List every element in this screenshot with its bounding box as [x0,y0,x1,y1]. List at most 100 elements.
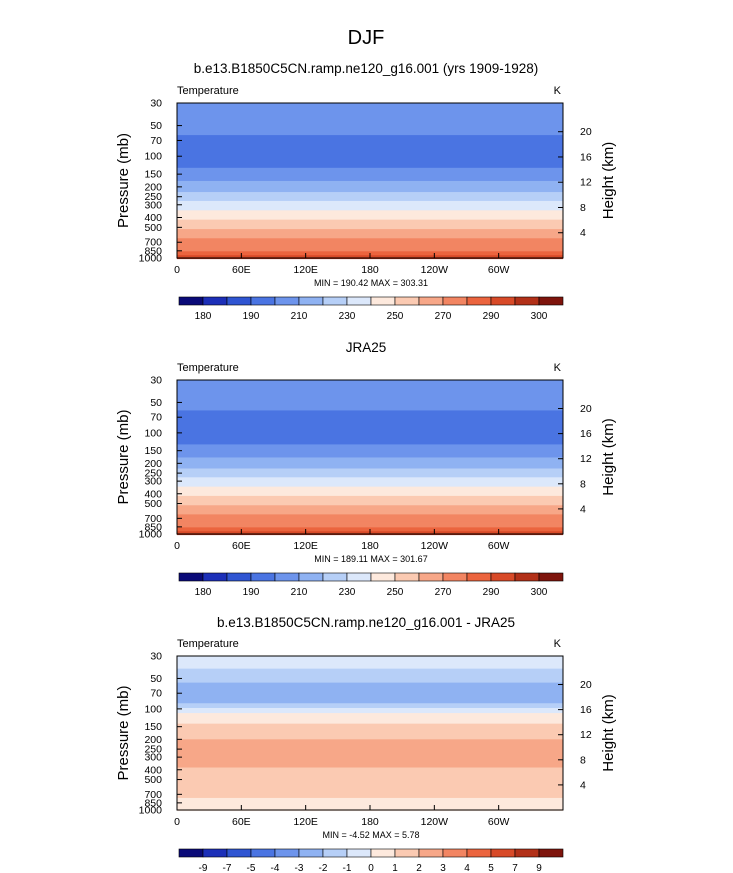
colorbar-label: 250 [387,587,404,598]
x-tick-label: 60W [488,540,510,552]
figure-title: DJF [348,27,385,49]
contour-band [177,754,563,769]
y-tick-label: 100 [144,427,162,439]
contour-band [177,713,563,725]
contour-band [177,457,563,470]
colorbar-label: 300 [531,311,548,322]
y-tick-label: 100 [144,703,162,715]
contour-band [177,151,563,169]
colorbar-label: 210 [291,587,308,598]
y-axis-label: Pressure (mb) [115,133,132,228]
y-tick-label: 250 [144,744,162,756]
y2-tick-label: 4 [580,779,586,791]
colorbar-swatch [346,848,372,858]
y2-axis-label: Height (km) [600,694,617,772]
y-tick-label: 70 [150,412,162,424]
y-tick-label: 300 [144,476,162,488]
chart-panel-1: b.e13.B1850C5CN.ramp.ne120_g16.001 (yrs … [115,61,617,322]
colorbar-swatch [322,296,348,306]
x-tick-label: 60W [488,264,510,276]
colorbar-label: 270 [435,587,452,598]
colorbar-swatch [250,848,276,858]
y2-tick-label: 20 [580,679,592,691]
colorbar-swatch [538,848,564,858]
colorbar-swatch [226,296,252,306]
contour-band [177,444,563,459]
y-axis-label: Pressure (mb) [115,409,132,504]
contour-band [177,723,563,740]
y-tick-label: 300 [144,199,162,211]
colorbar-swatch [178,572,204,582]
contour-band [177,694,563,704]
y-tick-label: 500 [144,222,162,234]
contour-band [177,103,563,119]
contour-band [177,258,563,260]
colorbar-swatch [394,572,420,582]
y2-tick-label: 4 [580,503,586,515]
colorbar-label: -3 [295,863,304,873]
y-tick-label: 70 [150,688,162,700]
colorbar-swatch [250,296,276,306]
contour-band [177,135,563,153]
colorbar-swatch [514,572,540,582]
contour-band [177,521,563,528]
x-tick-label: 60E [232,816,251,828]
colorbar-swatch [538,296,564,306]
colorbar-swatch [394,848,420,858]
y-tick-label: 50 [150,120,162,132]
colorbar-swatch [322,572,348,582]
y2-tick-label: 8 [580,478,586,490]
colorbar-swatch [202,572,228,582]
contour-band [177,767,563,789]
y2-tick-label: 16 [580,704,592,716]
colorbar-swatch [418,572,444,582]
colorbar-label: 270 [435,311,452,322]
contour-band [177,656,563,670]
colorbar-label: -4 [271,863,280,873]
contour-band [177,486,563,497]
stats-label: MIN = 190.42 MAX = 303.31 [314,278,428,288]
contour-band [177,200,563,211]
contour-band [177,668,563,684]
colorbar-swatch [226,572,252,582]
contour-band [177,505,563,516]
colorbar-swatch [274,848,300,858]
y-tick-label: 200 [144,734,162,746]
y-tick-label: 850 [144,797,162,809]
contour-band [177,682,563,696]
contour-band [177,245,563,252]
x-tick-label: 0 [174,264,180,276]
panel-variable-label: Temperature [177,638,239,650]
chart-panel-3: b.e13.B1850C5CN.ramp.ne120_g16.001 - JRA… [115,615,617,873]
y-tick-label: 250 [144,191,162,203]
y-tick-label: 50 [150,397,162,409]
contour-band [177,810,563,812]
y-tick-label: 400 [144,212,162,224]
y-tick-label: 1000 [139,529,163,541]
colorbar-swatch [178,848,204,858]
x-tick-label: 120E [293,264,318,276]
panel-title: b.e13.B1850C5CN.ramp.ne120_g16.001 - JRA… [217,615,515,630]
contour-band [177,787,563,799]
contour-band [177,468,563,478]
panel-units-label: K [554,638,562,650]
y2-tick-label: 20 [580,126,592,138]
y-tick-label: 700 [144,513,162,525]
colorbar-label: 3 [440,863,446,873]
colorbar-swatch [466,848,492,858]
colorbar-swatch [250,572,276,582]
colorbar-swatch [466,572,492,582]
colorbar-swatch [538,572,564,582]
x-tick-label: 0 [174,816,180,828]
colorbar-label: 4 [464,863,470,873]
y-tick-label: 100 [144,151,162,163]
panel-title: b.e13.B1850C5CN.ramp.ne120_g16.001 (yrs … [194,61,538,76]
contour-band [177,477,563,488]
colorbar-label: -5 [247,863,256,873]
colorbar-swatch [490,296,516,306]
y-tick-label: 30 [150,651,162,663]
contour-band [177,739,563,755]
y-tick-label: 500 [144,774,162,786]
colorbar-swatch [418,296,444,306]
y2-tick-label: 20 [580,403,592,415]
